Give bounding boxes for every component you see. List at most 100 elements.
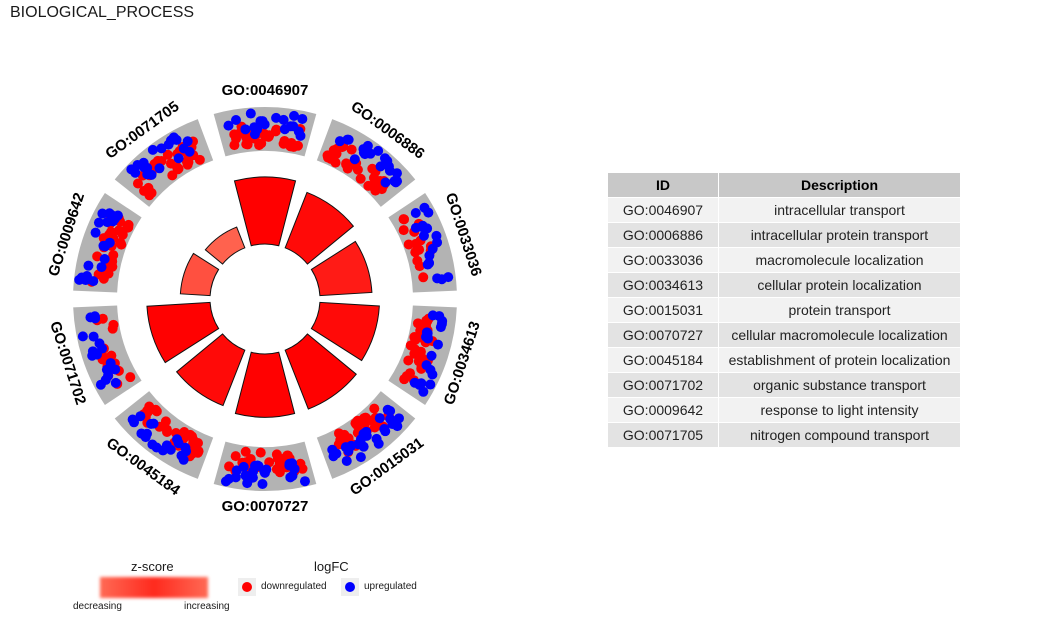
cell-description: nitrogen compound transport (719, 423, 960, 447)
downregulated-point (107, 261, 118, 272)
zscore-bar-GO:0034613 (310, 301, 380, 362)
downregulated-point (125, 372, 136, 383)
upregulated-point (297, 113, 308, 124)
downregulated-point (418, 272, 429, 283)
downregulated-point (240, 446, 251, 457)
upregulated-point (165, 444, 176, 455)
table-row: GO:0070727 cellular macromolecule localiz… (608, 323, 960, 347)
upregulated-point (97, 343, 108, 354)
downregulated-point (230, 451, 241, 462)
go-label: GO:0070727 (222, 498, 309, 515)
upregulated-point (146, 418, 157, 429)
downregulated-point (297, 463, 308, 474)
go-term-table: ID Description GO:0046907 intracellular t… (607, 172, 961, 448)
upregulated-point (132, 159, 143, 170)
table-row: GO:0071702 organic substance transport (608, 373, 960, 397)
downregulated-point (399, 374, 410, 385)
upregulated-point (93, 217, 104, 228)
upregulated-point (355, 452, 366, 463)
upregulated-point (328, 451, 339, 462)
cell-description: protein transport (719, 298, 960, 322)
upregulated-point (425, 364, 436, 375)
upregulated-point (154, 163, 165, 174)
zscore-bar-GO:0015031 (284, 333, 357, 410)
upregulated-point (87, 346, 98, 357)
logfc-points (74, 108, 454, 490)
zscore-bar-GO:0045184 (175, 333, 246, 407)
upregulated-point (90, 227, 101, 238)
upregulated-point (373, 145, 384, 156)
upregulated-point (390, 177, 401, 188)
upregulated-point (380, 177, 391, 188)
downregulated-point (333, 428, 344, 439)
upregulated-point (380, 426, 391, 437)
upregulated-point (375, 161, 386, 172)
downregulated-point (98, 273, 109, 284)
upregulated-point (271, 112, 282, 123)
upregulated-point (77, 331, 88, 342)
upregulated-point (95, 379, 106, 390)
upregulated-point (257, 479, 268, 490)
downregulated-point (413, 356, 424, 367)
cell-id: GO:0015031 (608, 298, 718, 322)
downregulated-point (116, 239, 127, 250)
table-row: GO:0006886 intracellular protein transpor… (608, 223, 960, 247)
upregulated-point (334, 136, 345, 147)
upregulated-point (387, 419, 398, 430)
upregulated-point (382, 404, 393, 415)
downregulated-point (162, 149, 173, 160)
cell-description: intracellular protein transport (719, 223, 960, 247)
downregulated-point (146, 187, 157, 198)
cell-description: macromolecule localization (719, 248, 960, 272)
upregulated-point (168, 132, 179, 143)
upregulated-point (257, 116, 268, 127)
upregulated-point (223, 120, 234, 131)
downregulated-point (409, 332, 420, 343)
upregulated-point (176, 450, 187, 461)
upregulated-point (88, 331, 99, 342)
table-row: GO:0009642 response to light intensity (608, 398, 960, 422)
cell-id: GO:0046907 (608, 198, 718, 222)
upregulated-point (432, 339, 443, 350)
upregulated-point (393, 413, 404, 424)
downregulated-point (231, 133, 242, 144)
upregulated-point (426, 350, 437, 361)
upregulated-point (85, 312, 96, 323)
downregulated-point (278, 138, 289, 149)
chart-title: BIOLOGICAL_PROCESS (10, 4, 195, 21)
downregulated-point (414, 261, 425, 272)
go-label: GO:0046907 (222, 82, 309, 99)
cell-description: intracellular transport (719, 198, 960, 222)
cell-id: GO:0006886 (608, 223, 718, 247)
upregulated-point (173, 153, 184, 164)
upregulated-point (147, 144, 158, 155)
downregulated-point (399, 214, 410, 225)
upregulated-point (436, 274, 447, 285)
cell-description: response to light intensity (719, 398, 960, 422)
downregulated-point (282, 450, 293, 461)
upregulated-point (414, 379, 425, 390)
upregulated-point (343, 134, 354, 145)
downregulated-point (370, 185, 381, 196)
upregulated-point (382, 155, 393, 166)
upregulated-point (100, 241, 111, 252)
downregulated-point (286, 137, 297, 148)
cell-id: GO:0045184 (608, 348, 718, 372)
cell-description: cellular protein localization (719, 273, 960, 297)
downregulated-point (368, 172, 379, 183)
downregulated-point (363, 180, 374, 191)
upregulated-point (371, 433, 382, 444)
downregulated-point (263, 131, 274, 142)
upregulated-point (425, 379, 436, 390)
zscore-bar-GO:0033036 (310, 240, 373, 297)
zscore-legend-title: z-score (131, 559, 174, 574)
zscore-bar-GO:0046907 (233, 176, 297, 247)
upregulated-point (349, 154, 360, 165)
upregulated-point (230, 114, 241, 125)
upregulated-point (288, 121, 299, 132)
table-row: GO:0033036 macromolecule localization (608, 248, 960, 272)
cell-id: GO:0071705 (608, 423, 718, 447)
downregulated-point (142, 405, 153, 416)
downregulated-point (343, 433, 354, 444)
downregulated-point (254, 140, 265, 151)
